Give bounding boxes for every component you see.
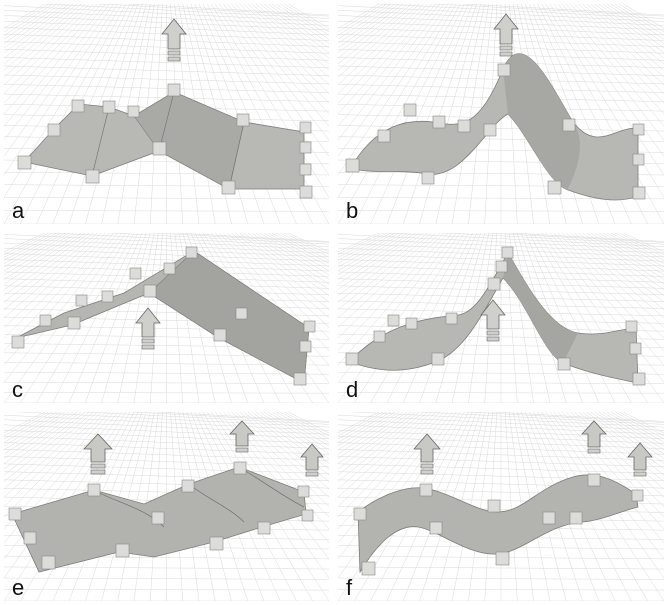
panel-c-figure xyxy=(4,233,329,403)
panel-label: d xyxy=(346,377,359,402)
lift-arrow-icon xyxy=(83,433,113,475)
panel-d-figure xyxy=(338,233,664,403)
panel-f-figure xyxy=(338,412,664,601)
ground-grid xyxy=(4,4,329,224)
lift-arrow-icon xyxy=(300,443,324,477)
panel-b-figure xyxy=(338,4,664,224)
panel-b: b xyxy=(338,4,664,224)
panel-e: e xyxy=(4,412,329,601)
panel-a: a xyxy=(4,4,329,224)
lift-arrow-icon xyxy=(161,18,187,62)
lift-arrow-icon xyxy=(627,442,653,477)
panel-f: f xyxy=(338,412,664,601)
lift-arrow-icon xyxy=(480,299,506,342)
panel-label: f xyxy=(346,575,353,600)
lift-arrow-icon xyxy=(229,420,255,453)
panel-a-figure xyxy=(4,4,329,224)
lift-arrow-icon xyxy=(135,307,161,350)
support-block xyxy=(17,83,313,199)
lift-arrow-icon xyxy=(413,433,441,475)
membrane-surface xyxy=(357,474,639,574)
lift-arrow-icon xyxy=(493,13,519,57)
panel-d: d xyxy=(338,233,664,403)
panel-c: c xyxy=(4,233,329,403)
panel-e-figure xyxy=(4,412,329,601)
lift-arrow-icon xyxy=(581,420,607,454)
panel-label: b xyxy=(346,198,359,223)
panel-label: a xyxy=(12,198,25,223)
panel-label: e xyxy=(12,575,25,600)
panel-label: c xyxy=(12,377,23,402)
